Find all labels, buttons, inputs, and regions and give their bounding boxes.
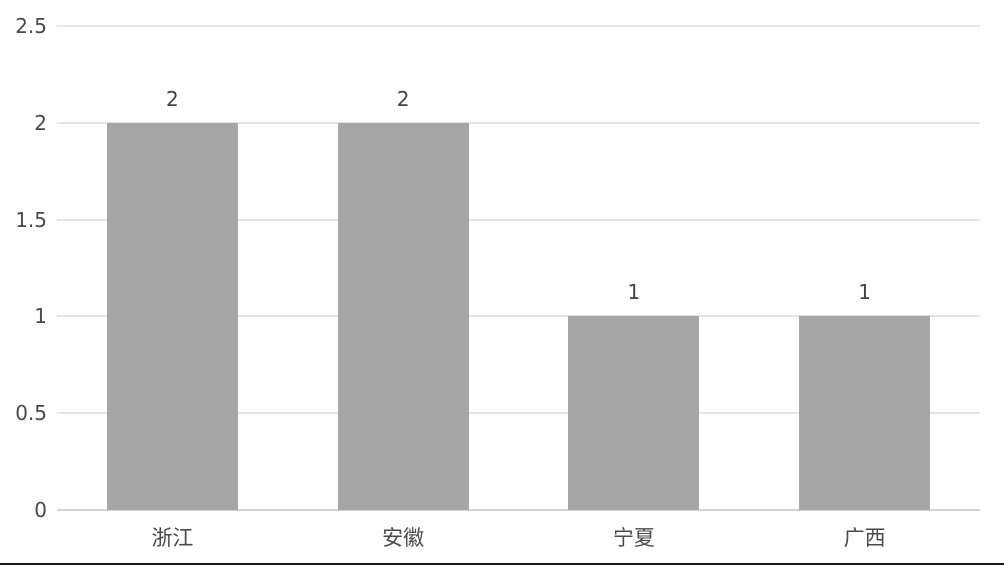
bar-value-label: 1 xyxy=(627,280,641,305)
y-tick-label: 2 xyxy=(34,110,47,135)
y-tick-label: 0 xyxy=(34,498,47,522)
bar-宁夏 xyxy=(568,316,700,510)
bar-value-label: 2 xyxy=(396,86,410,111)
y-tick-label: 1 xyxy=(34,304,47,329)
bar-浙江 xyxy=(106,122,238,510)
page-bottom-rule xyxy=(0,563,1004,565)
gridline xyxy=(57,412,980,415)
bar-value-label: 1 xyxy=(858,280,871,305)
x-axis-line xyxy=(57,509,980,511)
x-category-label: 宁夏 xyxy=(612,526,655,550)
x-category-label: 安徽 xyxy=(382,526,425,550)
gridline xyxy=(57,315,980,318)
y-tick-label: 0.5 xyxy=(15,401,47,426)
gridline xyxy=(57,121,980,124)
gridline xyxy=(57,25,980,27)
bar-安徽 xyxy=(337,122,469,510)
y-tick-label: 1.5 xyxy=(15,207,47,232)
bar-广西 xyxy=(799,316,931,510)
bar-value-label: 2 xyxy=(166,86,179,111)
x-category-label: 广西 xyxy=(843,526,886,550)
y-tick-label: 2.5 xyxy=(15,14,47,38)
gridline xyxy=(57,218,980,221)
x-category-label: 浙江 xyxy=(151,526,194,550)
